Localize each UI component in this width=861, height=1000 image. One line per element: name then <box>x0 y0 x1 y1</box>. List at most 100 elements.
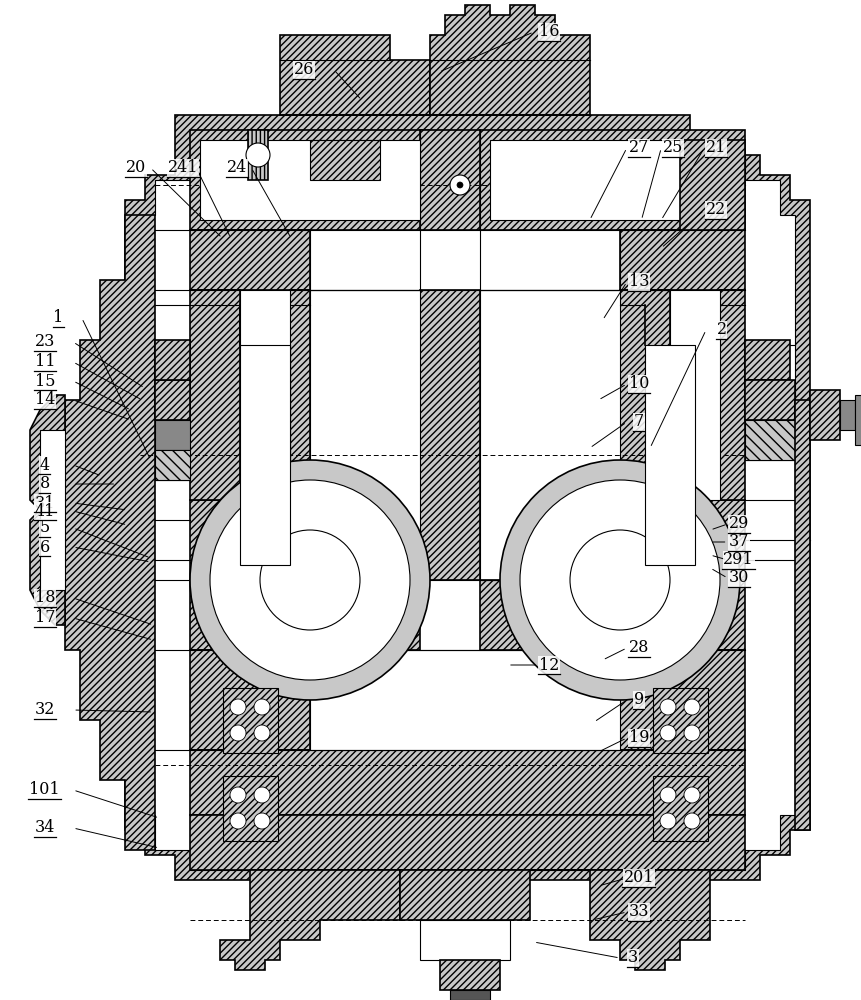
Polygon shape <box>140 130 795 870</box>
Text: 11: 11 <box>34 354 55 370</box>
Circle shape <box>684 699 700 715</box>
Circle shape <box>660 813 676 829</box>
Text: 29: 29 <box>728 516 749 532</box>
Polygon shape <box>720 290 745 500</box>
Circle shape <box>684 813 700 829</box>
Polygon shape <box>620 290 670 500</box>
Polygon shape <box>155 450 190 480</box>
Text: 13: 13 <box>629 273 649 290</box>
Polygon shape <box>400 870 530 920</box>
Text: 23: 23 <box>34 334 55 351</box>
Polygon shape <box>290 290 310 500</box>
Polygon shape <box>190 290 240 500</box>
Polygon shape <box>480 130 745 230</box>
Ellipse shape <box>260 530 360 630</box>
Text: 27: 27 <box>629 139 649 156</box>
Text: 10: 10 <box>629 375 649 392</box>
Text: 12: 12 <box>539 656 560 674</box>
Polygon shape <box>840 400 855 430</box>
Circle shape <box>660 787 676 803</box>
Polygon shape <box>190 130 430 230</box>
Text: 17: 17 <box>34 609 55 626</box>
Circle shape <box>457 182 463 188</box>
Text: 5: 5 <box>40 520 50 536</box>
Bar <box>223 688 278 753</box>
Text: 21: 21 <box>706 139 727 156</box>
Circle shape <box>246 143 270 167</box>
Text: 30: 30 <box>728 570 749 586</box>
Polygon shape <box>745 380 795 420</box>
Text: 32: 32 <box>34 702 55 718</box>
Polygon shape <box>40 430 65 590</box>
Text: 14: 14 <box>34 391 55 408</box>
Polygon shape <box>670 290 720 500</box>
Polygon shape <box>745 340 790 380</box>
Polygon shape <box>420 130 480 230</box>
Polygon shape <box>310 140 380 180</box>
Text: 37: 37 <box>728 534 749 550</box>
Polygon shape <box>190 580 420 650</box>
Text: 2: 2 <box>716 322 727 338</box>
Text: 201: 201 <box>623 869 654 886</box>
Polygon shape <box>855 395 861 445</box>
Text: 6: 6 <box>40 538 50 556</box>
Circle shape <box>660 699 676 715</box>
Polygon shape <box>190 230 310 290</box>
Circle shape <box>254 725 270 741</box>
Text: 16: 16 <box>539 23 560 40</box>
Bar <box>223 776 278 841</box>
Circle shape <box>684 787 700 803</box>
Circle shape <box>230 787 246 803</box>
Polygon shape <box>155 340 190 380</box>
Polygon shape <box>190 815 745 870</box>
Polygon shape <box>420 290 480 580</box>
Polygon shape <box>310 650 620 750</box>
Polygon shape <box>430 5 590 115</box>
Polygon shape <box>155 380 190 420</box>
Bar <box>240 345 290 565</box>
Text: 26: 26 <box>294 62 314 79</box>
Text: 41: 41 <box>34 502 55 520</box>
Polygon shape <box>795 400 810 830</box>
Text: 34: 34 <box>34 820 55 836</box>
Polygon shape <box>280 35 430 115</box>
Polygon shape <box>480 580 745 650</box>
Polygon shape <box>810 390 840 440</box>
Text: 15: 15 <box>34 372 55 389</box>
Polygon shape <box>220 870 400 970</box>
Bar <box>653 776 708 841</box>
Text: 4: 4 <box>40 456 50 474</box>
Ellipse shape <box>500 460 740 700</box>
Circle shape <box>230 813 246 829</box>
Ellipse shape <box>520 480 720 680</box>
Polygon shape <box>420 920 510 960</box>
Ellipse shape <box>570 530 670 630</box>
Polygon shape <box>620 230 745 290</box>
Polygon shape <box>30 395 65 625</box>
Circle shape <box>230 699 246 715</box>
Bar <box>645 345 695 565</box>
Text: 19: 19 <box>629 730 649 746</box>
Circle shape <box>254 787 270 803</box>
Polygon shape <box>125 115 810 880</box>
Circle shape <box>660 725 676 741</box>
Polygon shape <box>248 130 268 180</box>
Polygon shape <box>190 750 745 815</box>
Circle shape <box>684 725 700 741</box>
Text: 241: 241 <box>168 159 199 176</box>
Text: 9: 9 <box>634 692 644 708</box>
Polygon shape <box>155 420 190 450</box>
Polygon shape <box>490 140 735 220</box>
Polygon shape <box>190 500 310 580</box>
Circle shape <box>254 699 270 715</box>
Text: 101: 101 <box>29 782 60 798</box>
Polygon shape <box>310 290 420 580</box>
Bar <box>653 688 708 753</box>
Polygon shape <box>530 870 710 970</box>
Text: 3: 3 <box>628 950 638 966</box>
Polygon shape <box>190 650 310 750</box>
Polygon shape <box>200 140 420 220</box>
Polygon shape <box>620 650 745 750</box>
Text: 22: 22 <box>706 202 727 219</box>
Polygon shape <box>450 990 490 1000</box>
